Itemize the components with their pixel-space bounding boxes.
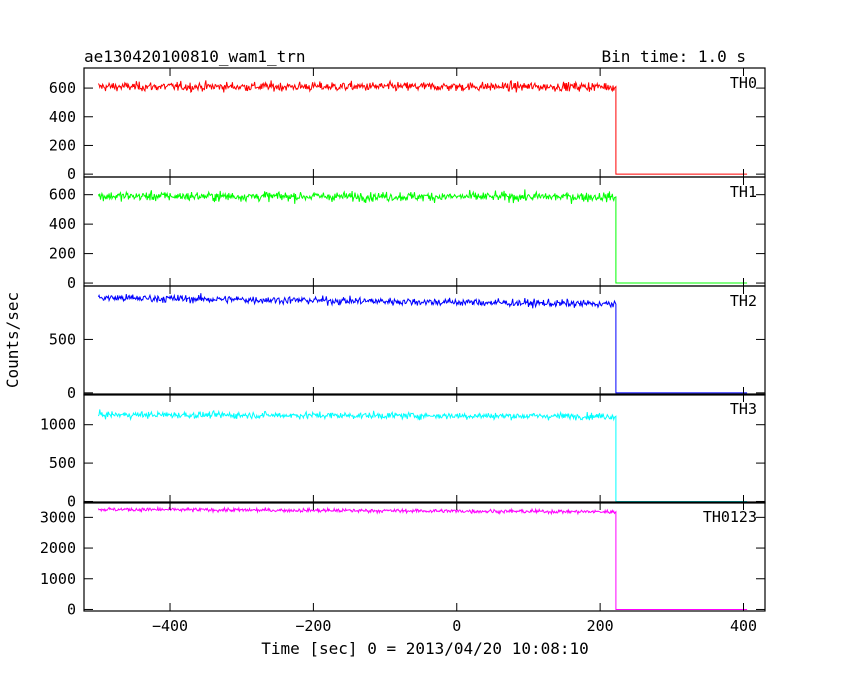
plot-area: 0 200 400 600 TH0 0 200 400 600 TH1 0 500 TH2 0 500 100… xyxy=(40,67,766,635)
panel-label: TH3 xyxy=(730,400,757,418)
x-tick-label: −200 xyxy=(295,617,331,635)
x-tick-label: −400 xyxy=(152,617,188,635)
y-tick-label: 0 xyxy=(67,492,76,510)
panel-th1: 0 200 400 600 TH1 xyxy=(49,176,766,292)
y-tick-label: 0 xyxy=(67,274,76,292)
panel-frame xyxy=(83,393,766,504)
chart-title: ae130420100810_wam1_trn xyxy=(84,47,306,66)
y-tick-label: 500 xyxy=(49,454,76,472)
series-line-th3 xyxy=(97,409,748,502)
series-line-th0 xyxy=(97,79,748,175)
panel-label: TH1 xyxy=(730,183,757,201)
panel-th2: 0 500 TH2 xyxy=(49,285,766,402)
panel-label: TH0123 xyxy=(703,508,757,526)
y-tick-label: 200 xyxy=(49,245,76,263)
x-tick-label: 0 xyxy=(452,617,461,635)
y-tick-label: 1000 xyxy=(40,570,76,588)
series-line-th1 xyxy=(97,189,748,284)
panel-frame xyxy=(83,67,766,178)
y-tick-label: 200 xyxy=(49,136,76,154)
x-tick-label: 200 xyxy=(587,617,614,635)
y-axis-label: Counts/sec xyxy=(3,292,22,388)
y-tick-label: 600 xyxy=(49,186,76,204)
panel-th3: 0 500 1000 TH3 xyxy=(40,393,766,510)
panel-frame xyxy=(83,501,766,612)
y-tick-label: 400 xyxy=(49,215,76,233)
x-axis-label: Time [sec] 0 = 2013/04/20 10:08:10 xyxy=(261,639,589,658)
panel-th0123: 0 1000 2000 3000 TH0123 xyxy=(40,501,766,618)
y-tick-label: 0 xyxy=(67,384,76,402)
panel-label: TH2 xyxy=(730,292,757,310)
panel-frame xyxy=(83,176,766,287)
y-tick-label: 3000 xyxy=(40,508,76,526)
y-tick-label: 600 xyxy=(49,79,76,97)
y-tick-label: 0 xyxy=(67,165,76,183)
chart-subtitle: Bin time: 1.0 s xyxy=(602,47,747,66)
y-tick-label: 1000 xyxy=(40,416,76,434)
x-tick-label: 400 xyxy=(730,617,757,635)
series-line-th0123 xyxy=(97,505,748,610)
panel-frame xyxy=(83,285,766,396)
series-line-th2 xyxy=(97,293,748,394)
panel-th0: 0 200 400 600 TH0 xyxy=(49,67,766,183)
y-tick-label: 2000 xyxy=(40,539,76,557)
y-tick-label: 0 xyxy=(67,600,76,618)
y-tick-label: 400 xyxy=(49,108,76,126)
y-tick-label: 500 xyxy=(49,330,76,348)
panel-label: TH0 xyxy=(730,74,757,92)
